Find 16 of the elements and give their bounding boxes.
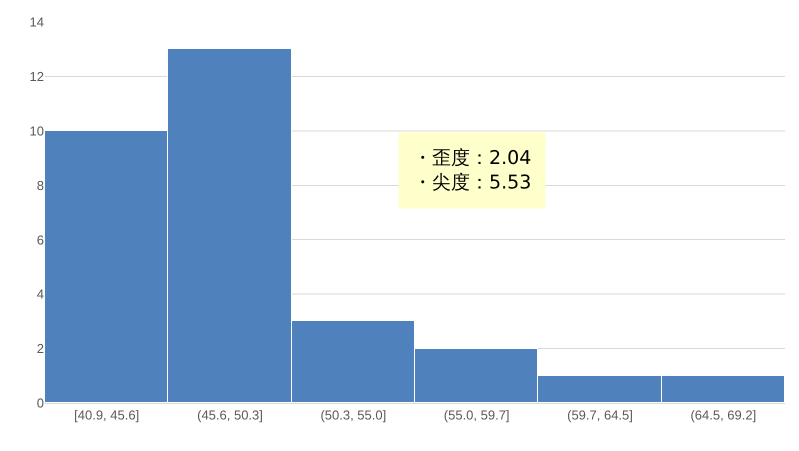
x-tick-label: (50.3, 55.0] — [320, 408, 386, 423]
y-tick-label: 2 — [36, 341, 44, 356]
y-tick-label: 6 — [36, 232, 44, 248]
x-tick-label: (55.0, 59.7] — [444, 408, 510, 423]
y-tick-label: 8 — [36, 178, 44, 193]
annotation: ・尖度：5.53 — [413, 172, 532, 194]
y-tick-label: 10 — [30, 123, 44, 138]
y-tick-label: 4 — [36, 286, 44, 302]
x-tick-label: (45.6, 50.3] — [197, 408, 263, 423]
x-tick-label: (59.7, 64.5] — [567, 408, 633, 423]
y-tick-label: 14 — [30, 14, 44, 30]
y-tick-label: 0 — [36, 396, 44, 411]
x-tick-label: (64.5, 69.2] — [690, 408, 756, 423]
x-tick-label: [40.9, 45.6] — [74, 408, 140, 423]
y-tick-label: 12 — [30, 68, 44, 84]
annotation: ・歪度：2.04 — [413, 147, 532, 169]
